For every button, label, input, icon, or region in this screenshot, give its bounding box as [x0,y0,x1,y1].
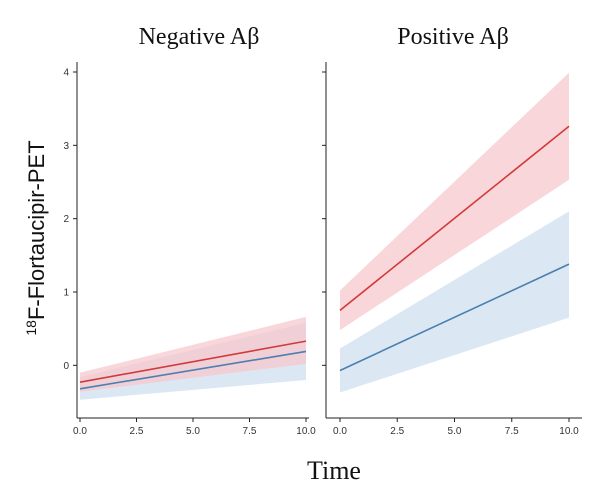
y-axis-label-main: F-Flortaucipir-PET [24,140,49,320]
x-tick-label-panel1: 2.5 [130,426,144,437]
y-tick-label: 2 [63,214,69,225]
x-tick-label-panel2: 10.0 [559,426,579,437]
y-tick-label: 4 [63,68,69,79]
y-tick-label: 1 [63,288,69,299]
x-tick-label-panel2: 0.0 [333,426,347,437]
y-axis-label: 18F-Flortaucipir-PET [23,140,49,335]
x-tick-label-panel1: 7.5 [243,426,257,437]
y-tick-label: 0 [63,361,69,372]
panel-title-positive: Positive Aβ [397,24,509,50]
line-panel2-blue [339,263,570,372]
x-tick-label-panel1: 5.0 [186,426,200,437]
band-panel1-red [80,316,306,392]
band-panel2-red [340,72,569,331]
panel-title-negative: Negative Aβ [139,24,260,50]
x-tick-label-panel2: 5.0 [448,426,462,437]
line-panel1-blue [79,350,307,390]
plot-layer: 0.0 2.5 5.0 7.5 10.0 0.0 2.5 5.0 7.5 10.0 0 1 2 3 4 [63,62,582,437]
line-panel1-red [79,340,307,383]
x-tick-label-panel2: 2.5 [390,426,404,437]
x-tick-label-panel2: 7.5 [505,426,519,437]
line-panel2-red [339,125,570,311]
x-tick-label-panel1: 0.0 [73,426,87,437]
y-axis-label-superscript: 18 [23,320,39,336]
band-panel2-blue [340,211,569,393]
x-axis-label: Time [307,456,361,485]
y-tick-label: 3 [63,141,69,152]
x-tick-label-panel1: 10.0 [296,426,316,437]
